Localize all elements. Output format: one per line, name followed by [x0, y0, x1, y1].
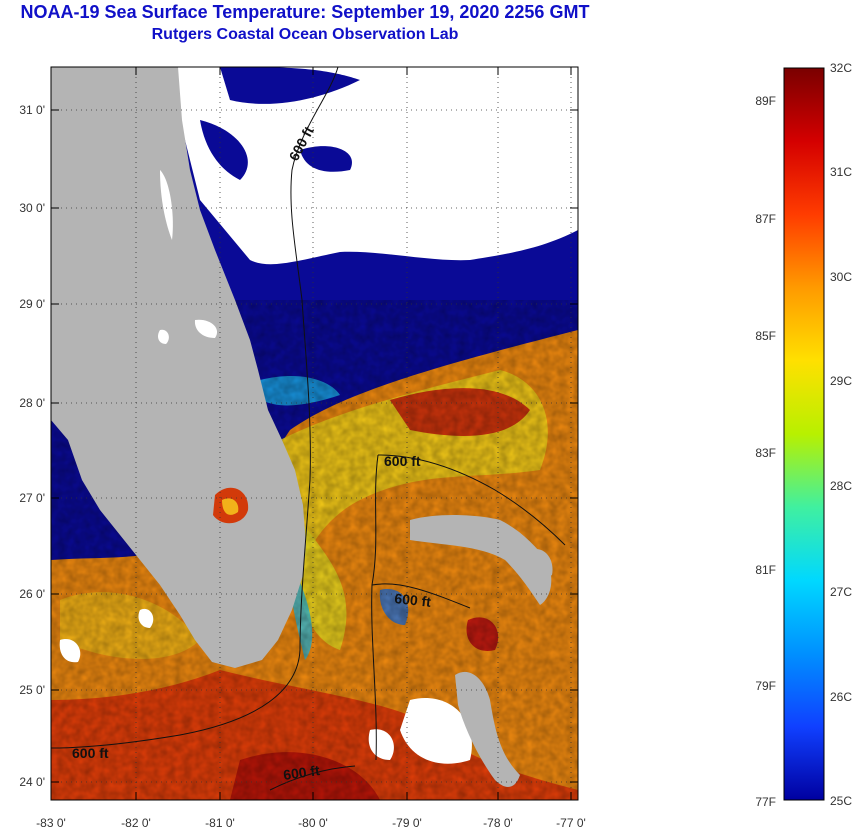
andros-land: [455, 671, 520, 787]
bahamas-land: [410, 515, 552, 605]
contour-label: 600 ft: [384, 453, 421, 469]
longitude-tick-label: -81 0': [205, 816, 235, 830]
contour-label: 600 ft: [72, 745, 109, 761]
latitude-axis: 31 0' 30 0' 29 0' 28 0' 27 0' 26 0' 25 0' 24 0': [19, 103, 45, 789]
longitude-tick-label: -82 0': [121, 816, 151, 830]
longitude-axis: -83 0' -82 0' -81 0' -80 0' -79 0' -78 0' -77 …: [36, 816, 586, 830]
colorbar-scale: [783, 67, 825, 801]
celsius-tick-label: 25C: [830, 794, 852, 808]
sst-map: 600 ft 600 ft 600 ft 600 ft 600 ft 31 0'…: [19, 66, 586, 830]
longitude-tick-label: -79 0': [392, 816, 422, 830]
longitude-tick-label: -83 0': [36, 816, 66, 830]
fahrenheit-tick-label: 77F: [755, 795, 776, 809]
map-frame: [50, 66, 579, 801]
celsius-tick-label: 31C: [830, 165, 852, 179]
latitude-tick-label: 30 0': [19, 201, 45, 215]
cloud-over-land: [158, 329, 169, 344]
temperature-colorbar: 32C 31C 30C 29C 28C 27C 26C 25C 89F 87F 85F 83F 81F…: [755, 61, 852, 809]
latitude-tick-label: 25 0': [19, 683, 45, 697]
contour-label: 600 ft: [394, 590, 432, 610]
fahrenheit-tick-label: 85F: [755, 329, 776, 343]
longitude-tick-label: -80 0': [298, 816, 328, 830]
latitude-tick-label: 24 0': [19, 775, 45, 789]
fahrenheit-tick-label: 79F: [755, 679, 776, 693]
fahrenheit-tick-label: 89F: [755, 94, 776, 108]
fahrenheit-tick-label: 83F: [755, 446, 776, 460]
cloud-cover: [59, 639, 81, 663]
isobath-600ft: [269, 765, 356, 791]
celsius-tick-label: 30C: [830, 270, 852, 284]
lake-okeechobee-warm: [222, 498, 239, 515]
longitude-tick-label: -78 0': [483, 816, 513, 830]
celsius-tick-label: 27C: [830, 585, 852, 599]
celsius-tick-label: 26C: [830, 690, 852, 704]
map-subtitle: Rutgers Coastal Ocean Observation Lab: [151, 26, 459, 43]
isobath-600ft: [377, 454, 566, 546]
cloud-over-land: [160, 170, 173, 240]
map-title: NOAA-19 Sea Surface Temperature: Septemb…: [20, 2, 590, 22]
latitude-tick-label: 29 0': [19, 297, 45, 311]
cloud-cover: [400, 698, 472, 764]
longitude-tick-label: -77 0': [556, 816, 586, 830]
celsius-tick-label: 32C: [830, 61, 852, 75]
isobath-600ft: [371, 583, 471, 609]
latitude-tick-label: 28 0': [19, 396, 45, 410]
cloud-cover: [368, 729, 394, 760]
fahrenheit-tick-label: 81F: [755, 563, 776, 577]
cold-water: [200, 120, 248, 180]
latitude-tick-label: 31 0': [19, 103, 45, 117]
contour-label: 600 ft: [282, 762, 321, 783]
isobath-600ft: [371, 454, 379, 761]
fahrenheit-tick-label: 87F: [755, 212, 776, 226]
fahrenheit-labels: 89F 87F 85F 83F 81F 79F 77F: [755, 94, 776, 809]
latitude-tick-label: 26 0': [19, 587, 45, 601]
cloud-over-land: [194, 319, 218, 338]
cloud-cover: [138, 608, 154, 628]
bahamas-land: [530, 549, 553, 577]
celsius-labels: 32C 31C 30C 29C 28C 27C 26C 25C: [830, 61, 852, 808]
isobath-600ft: [51, 67, 339, 749]
celsius-tick-label: 28C: [830, 479, 852, 493]
cold-water: [220, 67, 360, 104]
axis-ticks: [50, 67, 578, 800]
celsius-tick-label: 29C: [830, 374, 852, 388]
latitude-tick-label: 27 0': [19, 491, 45, 505]
